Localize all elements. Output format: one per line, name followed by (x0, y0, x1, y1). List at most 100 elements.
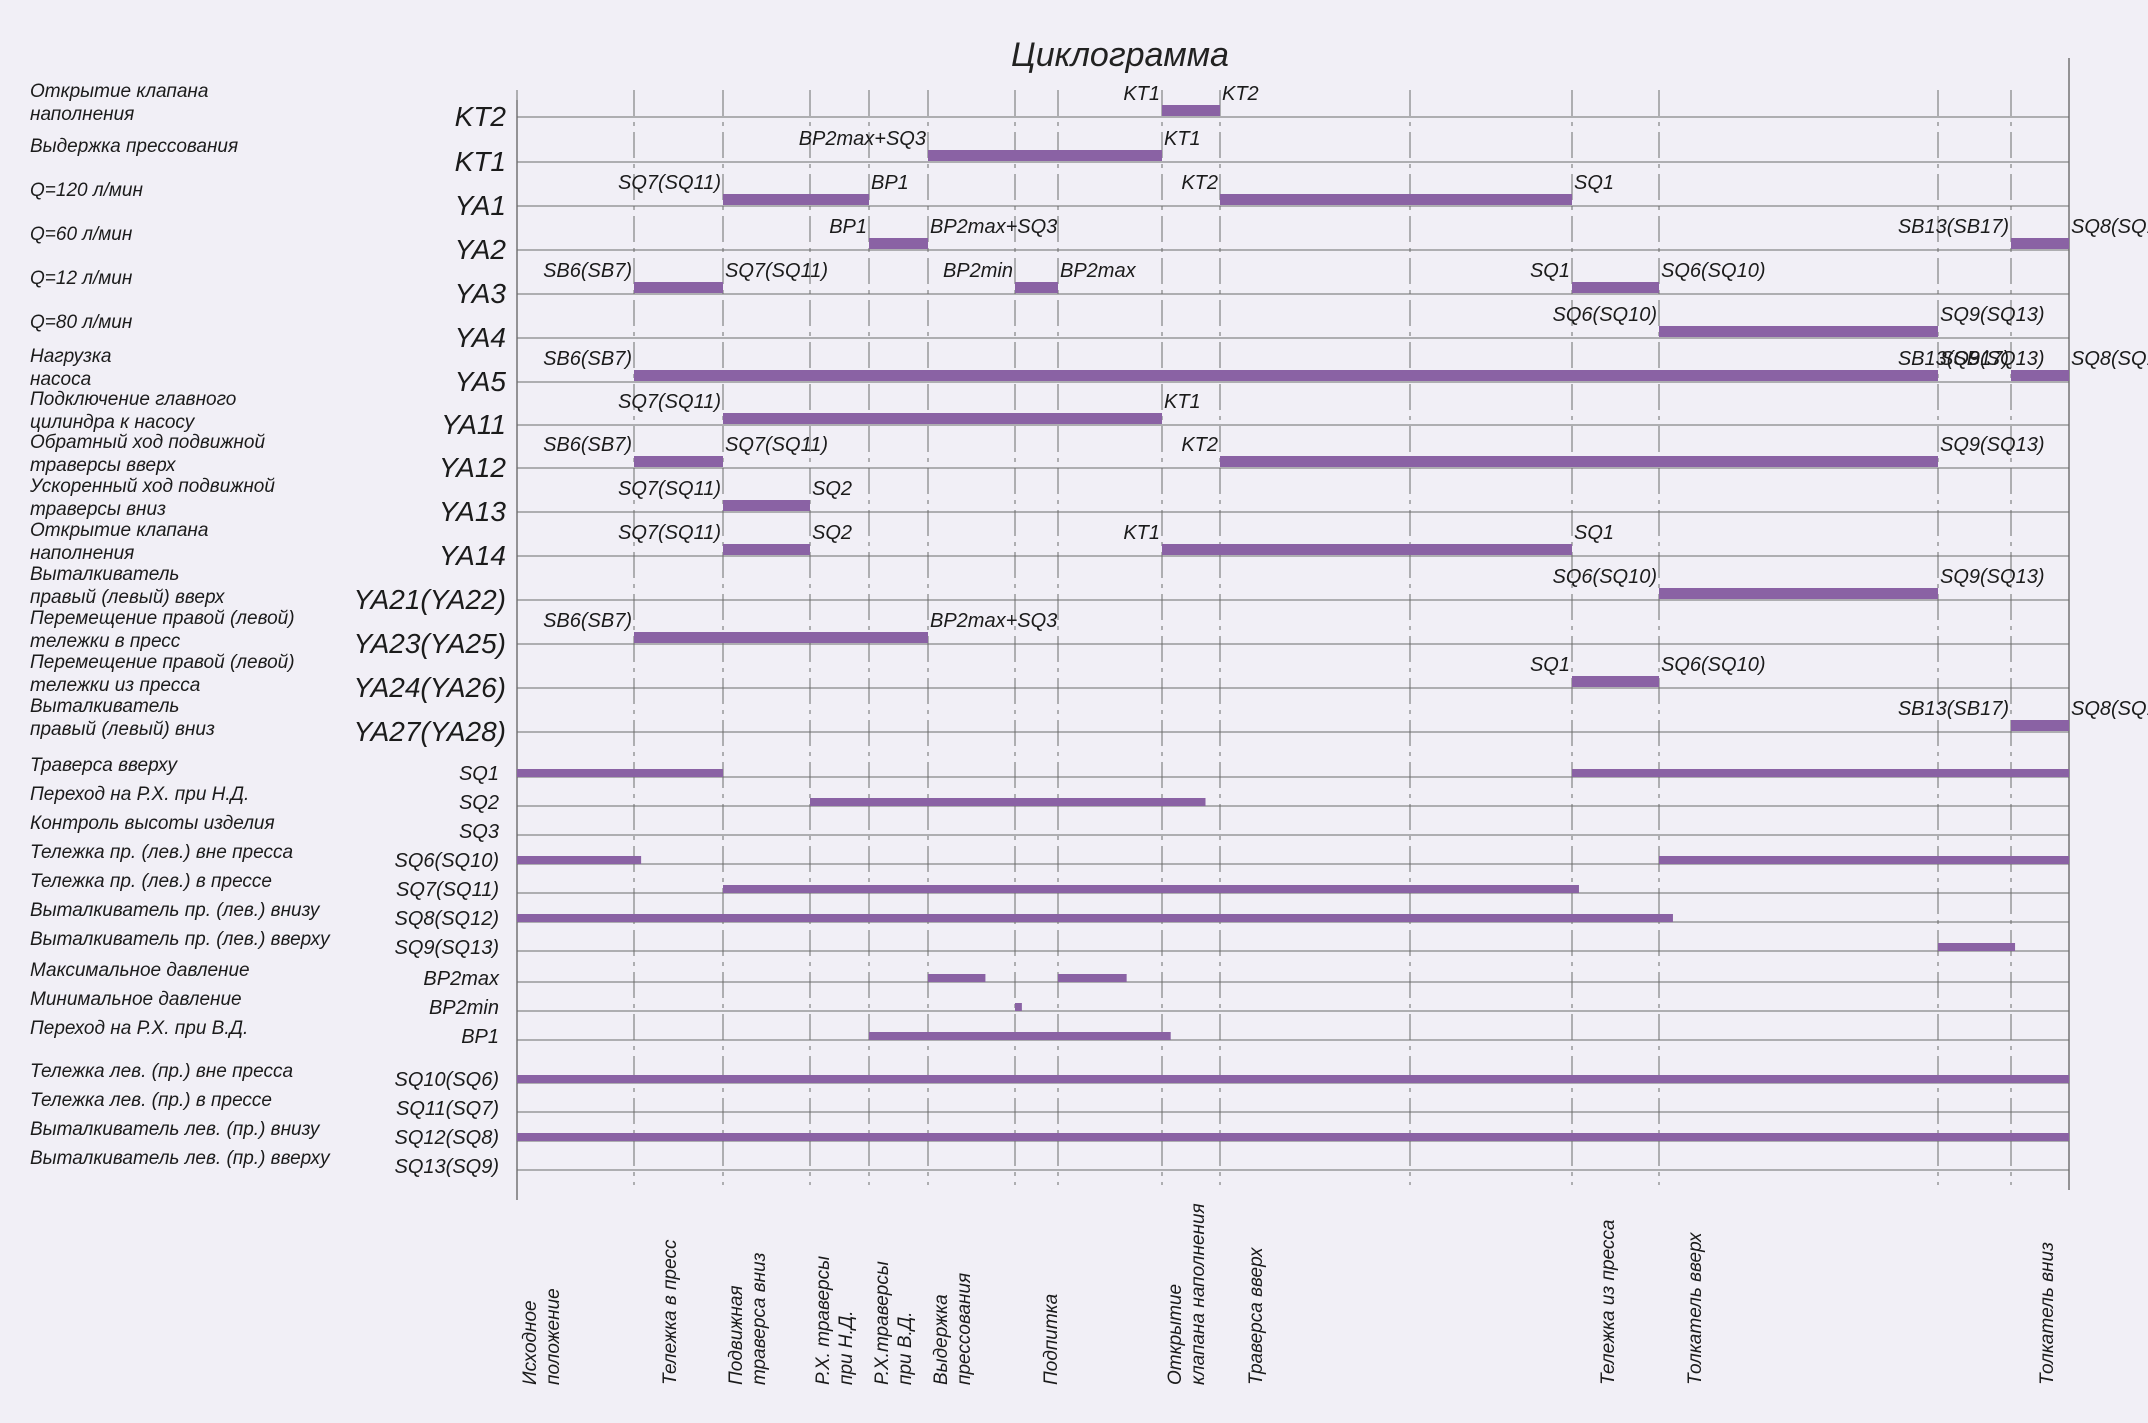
actuator-on-bar (869, 238, 928, 249)
grid (516, 58, 2070, 1200)
bar-start-signal: KT1 (1123, 522, 1160, 544)
row-description: Выталкиватель пр. (лев.) внизу (30, 900, 321, 921)
row-description: Открытие клапана (30, 520, 208, 541)
row-description: Тележка лев. (пр.) в прессе (30, 1090, 272, 1111)
row-description: Переход на Р.Х. при В.Д. (30, 1018, 248, 1039)
bar-end-signal: SQ9(SQ13) (1940, 434, 2044, 456)
actuator-code: YA13 (439, 496, 506, 527)
actuator-on-bar (723, 413, 1162, 424)
sensor-row: Тележка пр. (лев.) в прессе SQ7(SQ11) (30, 871, 2069, 901)
actuator-code: YA21(YA22) (353, 584, 506, 615)
row-description: Максимальное давление (30, 960, 250, 981)
sensor-code: SQ2 (459, 792, 499, 814)
sensor-code: SQ3 (459, 821, 499, 843)
row-description: Выдержка прессования (30, 136, 238, 157)
bar-end-signal: KT1 (1164, 128, 1201, 150)
phase-label: Открытие (1165, 1284, 1186, 1385)
actuator-on-bar (723, 500, 810, 511)
bar-end-signal: SQ8(SQ12) (2071, 216, 2148, 238)
bar-end-signal: BP2max (1060, 260, 1137, 282)
actuator-code: YA1 (455, 190, 506, 221)
bar-end-signal: SQ7(SQ11) (725, 260, 828, 282)
actuator-on-bar (2011, 238, 2069, 249)
bar-start-signal: BP1 (829, 216, 867, 238)
bar-end-signal: SQ2 (812, 522, 852, 544)
phase-label: Р.Х. траверсы (813, 1256, 834, 1385)
row-description: тележки из пресса (30, 675, 200, 696)
actuator-code: YA11 (441, 409, 506, 440)
phase-label: Подпитка (1041, 1294, 1062, 1385)
sensor-active-bar (810, 798, 1206, 806)
sensor-row: Тележка лев. (пр.) в прессе SQ11(SQ7) (30, 1090, 2069, 1120)
actuator-on-bar (1572, 282, 1659, 293)
bar-end-signal: SQ1 (1574, 522, 1614, 544)
actuator-row: Ускоренный ход подвижной траверсы вниз YA… (29, 476, 2069, 527)
phase-labels: Исходное положение Тележка в пресс Подвижна… (520, 1203, 2058, 1385)
actuator-on-bar (634, 370, 1938, 381)
row-description: Q=120 л/мин (30, 180, 143, 201)
sensor-active-bar (723, 885, 1579, 893)
bar-start-signal: SB6(SB7) (543, 434, 632, 456)
bar-end-signal: SQ8(SQ12) (2071, 348, 2148, 370)
sensor-code: BP2max (423, 968, 500, 990)
actuator-code: YA3 (455, 278, 507, 309)
sensor-active-bar (1058, 974, 1127, 982)
phase-label: Р.Х.траверсы (872, 1261, 893, 1385)
row-description: траверсы вниз (30, 499, 166, 520)
bar-end-signal: BP2max+SQ3 (930, 610, 1057, 632)
sensor-code: SQ12(SQ8) (395, 1127, 499, 1149)
sensor-row: Выталкиватель пр. (лев.) внизу SQ8(SQ12) (30, 900, 2069, 930)
bar-start-signal: SB13(SB17) (1898, 216, 2009, 238)
sensor-active-bar (869, 1032, 1171, 1040)
bar-start-signal: SQ6(SQ10) (1553, 566, 1657, 588)
row-description: Перемещение правой (левой) (30, 652, 295, 673)
row-description: Выталкиватель пр. (лев.) вверху (30, 929, 331, 950)
bar-start-signal: KT2 (1181, 172, 1218, 194)
bar-end-signal: SQ9(SQ13) (1940, 304, 2044, 326)
actuator-on-bar (1162, 544, 1572, 555)
phase-label: траверса вниз (749, 1252, 770, 1385)
sensor-row: Контроль высоты изделия SQ3 (30, 813, 2069, 843)
phase-label: Тележка из пресса (1598, 1220, 1619, 1386)
actuator-row: Перемещение правой (левой)тележки в прес… (30, 608, 2069, 659)
sensor-code: SQ10(SQ6) (395, 1069, 499, 1091)
actuator-row: Открытие клапана наполнения KT2 KT1 KT2 (30, 81, 2069, 132)
bar-start-signal: SQ7(SQ11) (618, 522, 721, 544)
phase-label: клапана наполнения (1188, 1203, 1209, 1385)
bar-start-signal: SQ6(SQ10) (1553, 304, 1657, 326)
sensor-active-bar (1659, 856, 2069, 864)
bar-end-signal: KT1 (1164, 391, 1201, 413)
actuator-on-bar (1659, 588, 1938, 599)
phase-label: Подвижная (726, 1285, 747, 1385)
sensor-code: SQ8(SQ12) (395, 908, 499, 930)
actuator-on-bar (928, 150, 1162, 161)
bar-end-signal: SQ7(SQ11) (725, 434, 828, 456)
bar-start-signal: SB6(SB7) (543, 348, 632, 370)
phase-label: Выдержка (931, 1294, 952, 1385)
bar-end-signal: SQ2 (812, 478, 852, 500)
bar-end-signal: SQ1 (1574, 172, 1614, 194)
sensor-row: Выталкиватель пр. (лев.) вверху SQ9(SQ13) (30, 929, 2069, 959)
bar-start-signal: KT1 (1123, 83, 1160, 105)
row-description: насоса (30, 369, 91, 390)
actuator-code: YA4 (455, 322, 506, 353)
sensor-code: SQ13(SQ9) (395, 1156, 499, 1178)
phase-label: прессования (954, 1273, 975, 1385)
sensor-row: Переход на Р.Х. при Н.Д. SQ2 (30, 784, 2069, 814)
sensor-row: Тележка пр. (лев.) вне пресса SQ6(SQ10) (30, 842, 2069, 872)
phase-label: положение (543, 1288, 564, 1385)
actuator-on-bar (1220, 456, 1938, 467)
actuator-on-bar (1220, 194, 1572, 205)
sensor-code: BP2min (429, 997, 499, 1019)
actuator-on-bar (1572, 676, 1659, 687)
actuator-code: YA12 (439, 452, 506, 483)
bar-start-signal: SB13(SB17) (1898, 348, 2009, 370)
row-description: Нагрузка (30, 346, 111, 367)
sensor-active-bar (1015, 1003, 1022, 1011)
bar-end-signal: SQ9(SQ13) (1940, 348, 2044, 370)
